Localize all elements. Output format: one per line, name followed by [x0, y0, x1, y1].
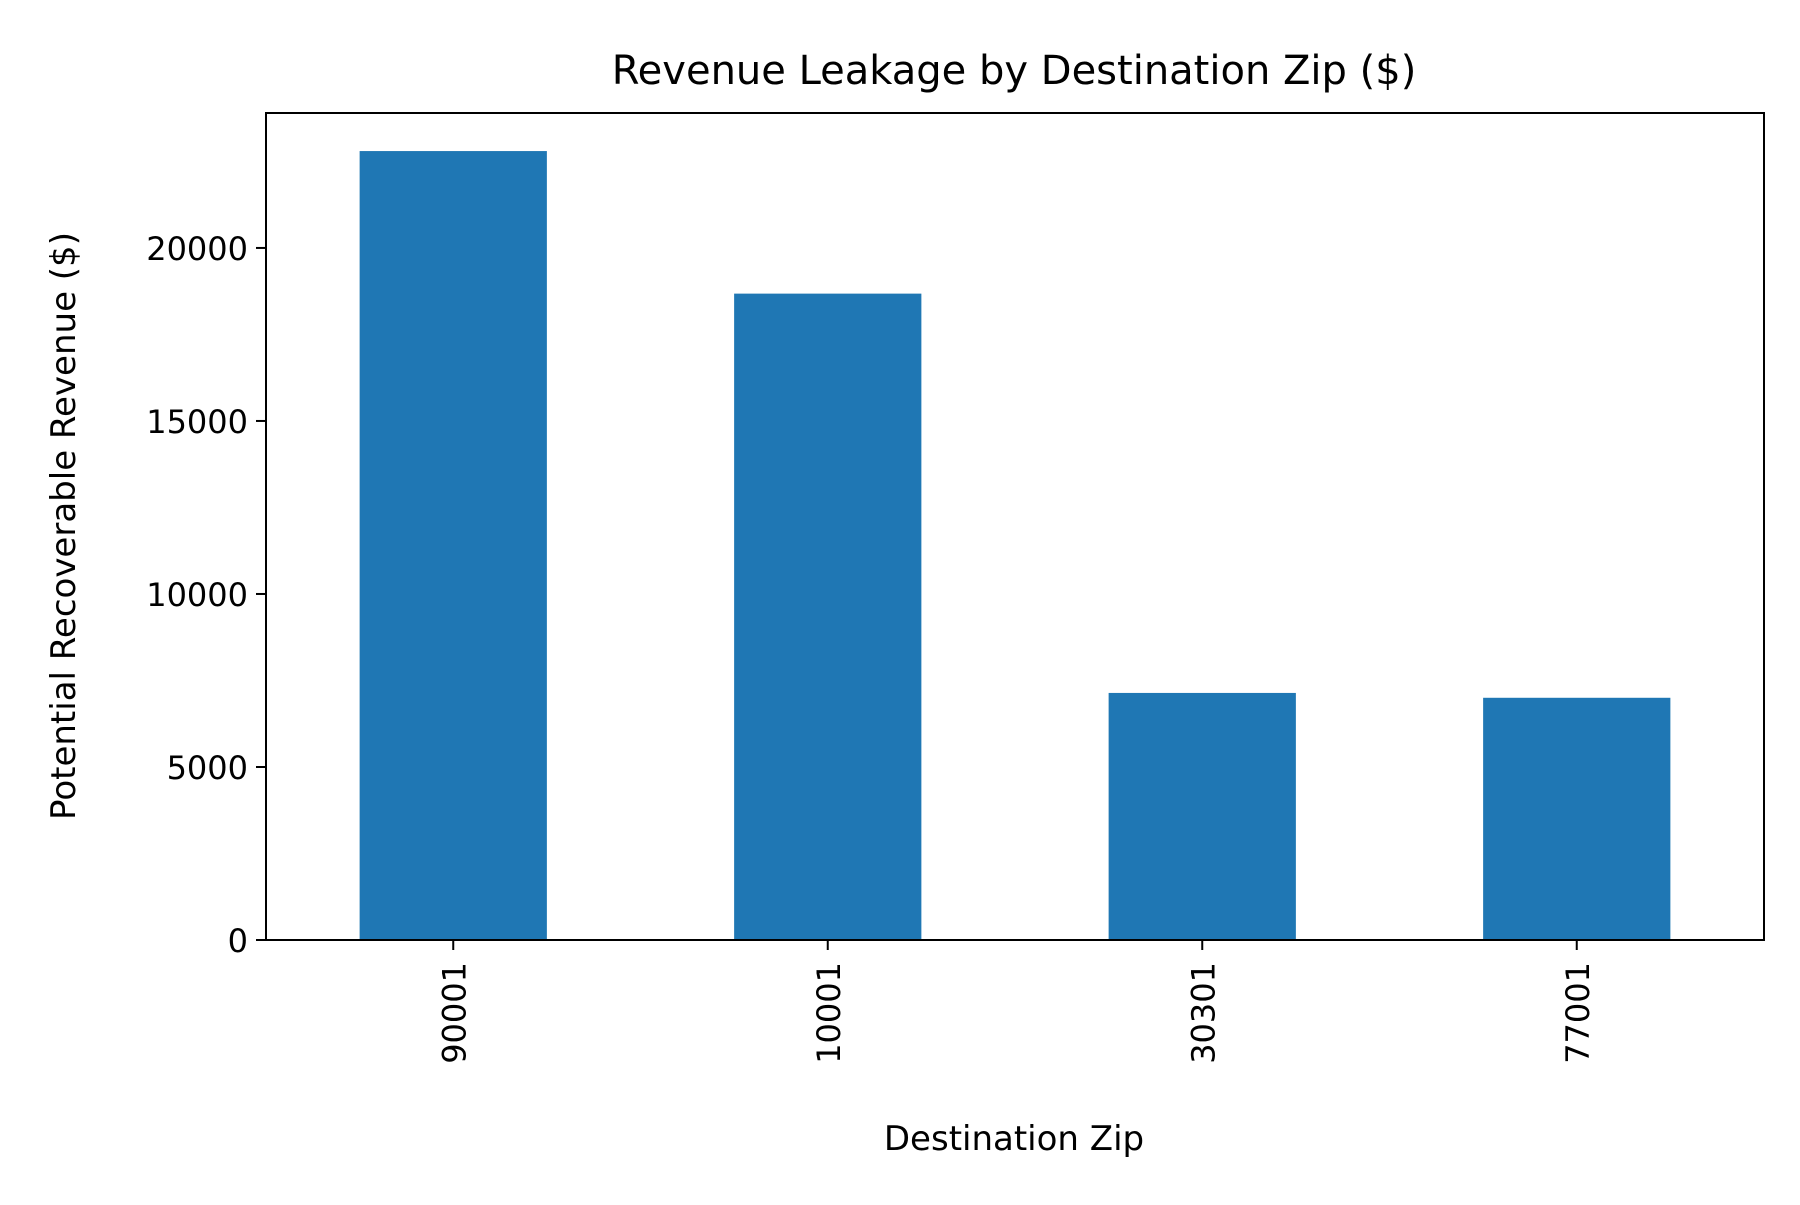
y-tick-label: 0 — [228, 922, 248, 960]
x-tick-label: 30301 — [1184, 962, 1222, 1064]
chart-title: Revenue Leakage by Destination Zip ($) — [612, 48, 1417, 94]
bar-90001 — [359, 151, 547, 941]
x-axis-label: Destination Zip — [884, 1119, 1144, 1159]
x-tick-label: 10001 — [810, 962, 848, 1064]
bar-30301 — [1108, 692, 1296, 940]
y-tick-label: 15000 — [146, 403, 248, 441]
bar-10001 — [734, 293, 922, 940]
plot-frame — [265, 112, 1765, 941]
x-tick-label: 90001 — [435, 962, 473, 1064]
x-tick-label: 77001 — [1559, 962, 1597, 1064]
y-tick-label: 10000 — [146, 576, 248, 614]
y-tick-label: 20000 — [146, 230, 248, 268]
y-axis-label: Potential Recoverable Revenue ($) — [44, 232, 84, 820]
bar-77001 — [1483, 697, 1671, 940]
plot-area: 0 5000 10000 15000 20000 90001 10001 30301 77001 — [146, 151, 1671, 1064]
y-tick-label: 5000 — [167, 749, 248, 787]
